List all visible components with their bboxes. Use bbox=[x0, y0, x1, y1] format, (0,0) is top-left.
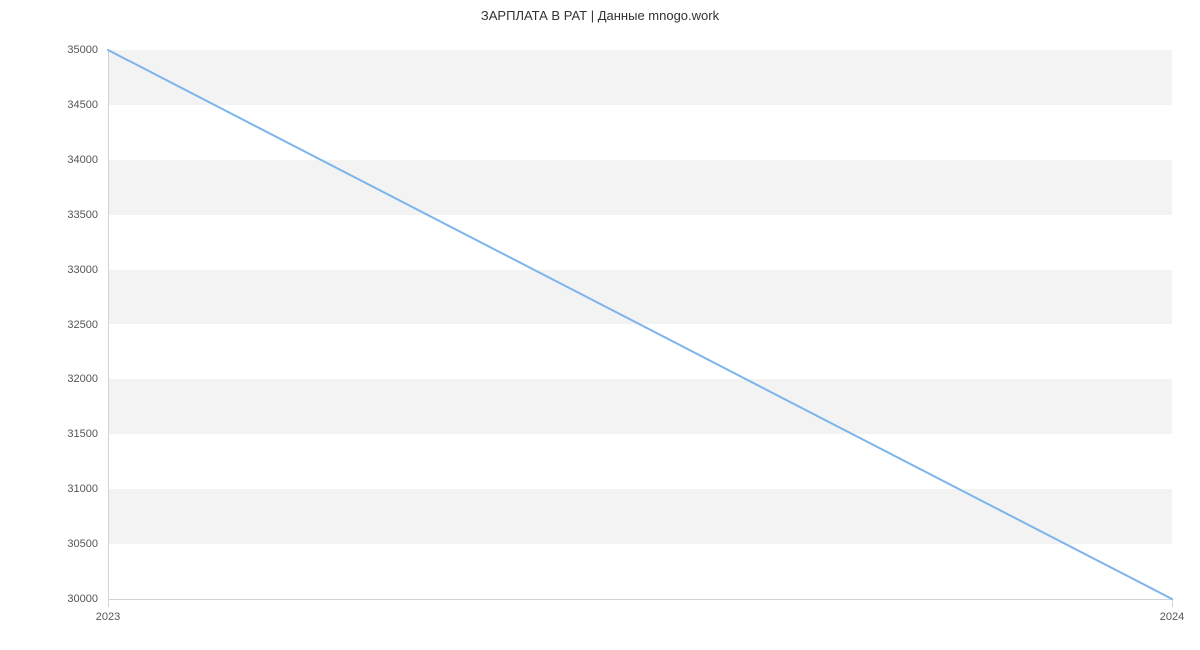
y-tick-label: 35000 bbox=[38, 44, 98, 56]
y-tick-label: 31500 bbox=[38, 428, 98, 440]
y-tick-label: 34500 bbox=[38, 99, 98, 111]
y-tick-label: 32500 bbox=[38, 319, 98, 331]
y-tick-label: 31000 bbox=[38, 483, 98, 495]
y-tick-label: 33000 bbox=[38, 264, 98, 276]
x-tick-label: 2023 bbox=[96, 611, 120, 623]
salary-line-chart: ЗАРПЛАТА В РАТ | Данные mnogo.work 30000… bbox=[0, 0, 1200, 650]
x-tick bbox=[108, 599, 109, 607]
plot-area: 3000030500310003150032000325003300033500… bbox=[108, 50, 1172, 599]
y-tick-label: 32000 bbox=[38, 373, 98, 385]
series-layer bbox=[108, 50, 1172, 599]
series-line-salary bbox=[108, 50, 1172, 599]
x-axis-line bbox=[108, 599, 1172, 600]
x-tick bbox=[1172, 599, 1173, 607]
y-tick-label: 30000 bbox=[38, 593, 98, 605]
chart-title: ЗАРПЛАТА В РАТ | Данные mnogo.work bbox=[0, 8, 1200, 23]
y-tick-label: 33500 bbox=[38, 209, 98, 221]
x-tick-label: 2024 bbox=[1160, 611, 1184, 623]
y-tick-label: 34000 bbox=[38, 154, 98, 166]
y-tick-label: 30500 bbox=[38, 538, 98, 550]
